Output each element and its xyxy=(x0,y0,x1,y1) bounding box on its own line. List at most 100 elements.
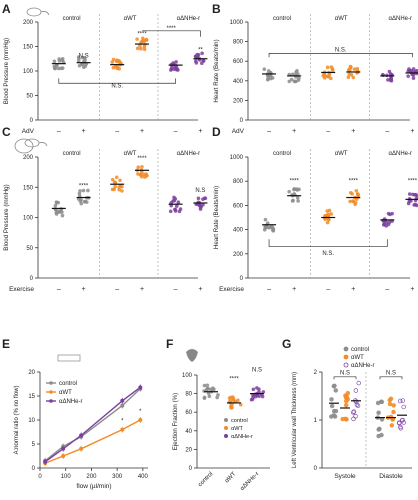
panel-f-data-point xyxy=(202,383,207,388)
panel-f-data-point xyxy=(239,402,243,407)
panel-c-annotation: **** xyxy=(137,156,147,162)
panel-b-data-point xyxy=(292,79,297,84)
panel-c-row-value: – xyxy=(57,286,61,293)
panel-g-data-point xyxy=(343,393,348,398)
panel-g-data-point xyxy=(351,410,356,415)
panel-a-row-value: + xyxy=(140,128,144,135)
panel-c-row-value: – xyxy=(115,286,119,293)
panel-d-group-label-1: αWT xyxy=(335,151,348,157)
panel-a-ytick-label: 0 xyxy=(30,118,34,124)
panel-a-row-value: – xyxy=(174,128,178,135)
panel-b-row-label: AdV xyxy=(232,128,245,135)
panel-letter-f: F xyxy=(166,337,173,351)
panel-d-data-point xyxy=(296,199,300,203)
panel-c-data-point xyxy=(110,187,115,192)
panel-c-row-label: Exercise xyxy=(9,286,34,293)
panel-b-ytick-label: 400 xyxy=(233,79,244,85)
panel-a-bracket xyxy=(58,78,176,84)
panel-c-data-point xyxy=(77,191,82,196)
panel-f-category-label: αWT xyxy=(224,471,238,485)
panel-d-data-point xyxy=(327,208,332,213)
panel-e-xtick-label: 300 xyxy=(112,474,123,480)
panel-e-data-point xyxy=(138,418,143,422)
panel-f-data-point xyxy=(228,398,233,403)
panel-a-row-value: + xyxy=(198,128,202,135)
panel-d-data-point xyxy=(265,221,270,225)
panel-g-legend-label: control xyxy=(351,347,369,353)
panel-c-data-point xyxy=(56,200,61,205)
mouse-icon-a-tail xyxy=(40,11,50,16)
panel-g-legend-marker xyxy=(343,346,349,352)
panel-d-ytick-label: 0 xyxy=(240,276,244,282)
panel-d-data-point xyxy=(350,192,354,196)
panel-b-data-point xyxy=(325,65,330,70)
panel-b-group-label-2: αΔNHe-r xyxy=(389,16,412,22)
panel-g-data-point xyxy=(353,399,359,405)
panel-c-data-point xyxy=(144,174,149,178)
panel-a-data-point xyxy=(80,62,85,67)
panel-e-data-point xyxy=(79,446,84,451)
panel-d-row-value: + xyxy=(351,286,355,293)
panel-g-ytick-label: 1 xyxy=(314,418,318,424)
panel-f-data-point xyxy=(202,396,207,400)
panel-c-ytick-label: 100 xyxy=(23,216,34,222)
panel-g-category-label: Systole xyxy=(334,473,356,480)
panel-a-data-point xyxy=(173,65,178,70)
panel-c-data-point xyxy=(168,209,173,214)
panel-b-data-point xyxy=(269,76,273,81)
panel-g-data-point xyxy=(376,427,381,432)
panel-a-row-label: AdV xyxy=(22,128,35,135)
panel-f-data-point xyxy=(204,388,209,392)
panel-e-legend-label: control xyxy=(59,381,77,387)
panel-d-data-point xyxy=(325,220,330,225)
panel-g-data-point xyxy=(400,398,406,403)
panel-g-legend-marker xyxy=(343,362,349,368)
panel-e-data-point xyxy=(79,433,84,438)
panel-g-data-point xyxy=(351,416,356,422)
panel-e-xtick-label: 100 xyxy=(61,474,72,480)
panel-a-data-point xyxy=(142,44,147,49)
panel-a-data-point xyxy=(82,65,86,70)
panel-e-xtick-label: 0 xyxy=(38,474,42,480)
panel-a-data-point xyxy=(76,59,81,63)
panel-letter-c: C xyxy=(2,125,11,139)
panel-c-data-point xyxy=(113,184,117,189)
panel-a-row-value: – xyxy=(57,128,61,135)
panel-d-row-value: – xyxy=(326,286,330,293)
panel-c-data-point xyxy=(110,177,115,182)
panel-b-bracket xyxy=(268,53,413,58)
panel-f-ytick-label: 0 xyxy=(189,466,193,472)
panel-d-row-value: – xyxy=(385,286,389,293)
panel-e-data-point xyxy=(43,459,48,464)
panel-b-data-point xyxy=(415,68,418,73)
panel-d-data-point xyxy=(413,202,418,207)
panel-f-ytick-label: 40 xyxy=(185,429,192,435)
panel-c-data-point xyxy=(171,199,175,203)
panel-g-annotation: N.S xyxy=(340,370,350,376)
panel-f-data-point xyxy=(230,395,235,399)
panel-b-data-point xyxy=(348,66,352,71)
panel-g-data-point xyxy=(343,398,349,404)
panel-g-data-point xyxy=(354,402,360,407)
panel-a-row-value: – xyxy=(115,128,119,135)
panel-d-data-point xyxy=(407,192,412,196)
panel-a-data-point xyxy=(54,63,59,68)
panel-f-data-point xyxy=(212,387,216,392)
panel-b-ytick-label: 200 xyxy=(233,98,244,104)
panel-a-data-point xyxy=(196,53,201,57)
panel-f-data-point xyxy=(229,406,233,410)
panel-d-data-point xyxy=(291,198,295,203)
panel-e-legend-marker xyxy=(49,399,53,403)
panel-g-legend-label: αΔNHe-r xyxy=(351,363,374,369)
panel-c-ytick-label: 150 xyxy=(23,185,34,191)
panel-a-data-point xyxy=(135,37,139,41)
panel-c-data-point xyxy=(201,202,205,207)
panel-letter-a: A xyxy=(2,2,11,16)
panel-a-data-point xyxy=(201,58,206,63)
panel-d-row-value: – xyxy=(267,286,271,293)
panel-f-legend-label: control xyxy=(231,418,248,424)
panel-f-legend-marker xyxy=(224,426,228,430)
panel-b-data-point xyxy=(387,69,392,74)
panel-a-data-point xyxy=(176,68,180,72)
panel-e-legend-label: αΔNHe-r xyxy=(59,399,82,405)
